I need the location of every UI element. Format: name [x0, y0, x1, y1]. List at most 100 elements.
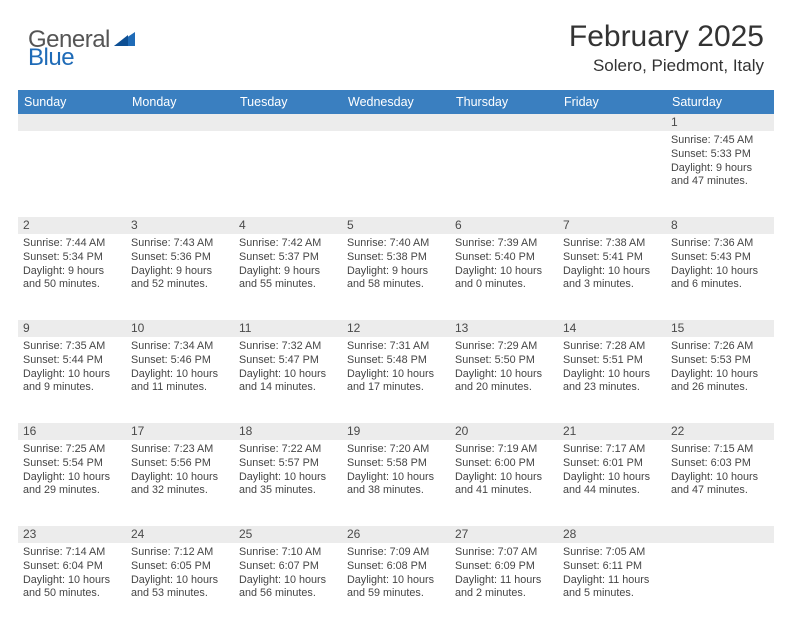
sunrise-line: Sunrise: 7:14 AM — [23, 546, 121, 560]
daylight-line: Daylight: 9 hours — [131, 265, 229, 279]
day-cell: Sunrise: 7:22 AMSunset: 5:57 PMDaylight:… — [234, 440, 342, 526]
daylight-line: Daylight: 10 hours — [455, 471, 553, 485]
daylight-line: and 50 minutes. — [23, 278, 121, 292]
daylight-line: Daylight: 9 hours — [23, 265, 121, 279]
day-cell — [342, 131, 450, 217]
sunset-line: Sunset: 5:37 PM — [239, 251, 337, 265]
sunset-line: Sunset: 6:00 PM — [455, 457, 553, 471]
sunrise-line: Sunrise: 7:42 AM — [239, 237, 337, 251]
daylight-line: Daylight: 10 hours — [23, 368, 121, 382]
day-number: 6 — [450, 217, 558, 234]
day-cell: Sunrise: 7:15 AMSunset: 6:03 PMDaylight:… — [666, 440, 774, 526]
calendar-table: Sunday Monday Tuesday Wednesday Thursday… — [18, 90, 774, 629]
logo-mark-icon — [114, 29, 136, 52]
daylight-line: and 9 minutes. — [23, 381, 121, 395]
week-row: Sunrise: 7:35 AMSunset: 5:44 PMDaylight:… — [18, 337, 774, 423]
day-number: 18 — [234, 423, 342, 440]
sunset-line: Sunset: 5:56 PM — [131, 457, 229, 471]
day-cell: Sunrise: 7:25 AMSunset: 5:54 PMDaylight:… — [18, 440, 126, 526]
day-cell — [126, 131, 234, 217]
sunset-line: Sunset: 5:51 PM — [563, 354, 661, 368]
sunset-line: Sunset: 5:47 PM — [239, 354, 337, 368]
sunset-line: Sunset: 5:33 PM — [671, 148, 769, 162]
week-row: Sunrise: 7:14 AMSunset: 6:04 PMDaylight:… — [18, 543, 774, 629]
dow-friday: Friday — [558, 90, 666, 114]
daylight-line: and 56 minutes. — [239, 587, 337, 601]
day-number: 1 — [666, 114, 774, 131]
day-cell — [558, 131, 666, 217]
sunset-line: Sunset: 5:53 PM — [671, 354, 769, 368]
day-cell: Sunrise: 7:45 AMSunset: 5:33 PMDaylight:… — [666, 131, 774, 217]
daylight-line: Daylight: 10 hours — [347, 368, 445, 382]
week-row: Sunrise: 7:44 AMSunset: 5:34 PMDaylight:… — [18, 234, 774, 320]
day-cell: Sunrise: 7:35 AMSunset: 5:44 PMDaylight:… — [18, 337, 126, 423]
sunrise-line: Sunrise: 7:34 AM — [131, 340, 229, 354]
day-number: 12 — [342, 320, 450, 337]
daylight-line: Daylight: 10 hours — [131, 574, 229, 588]
day-cell: Sunrise: 7:29 AMSunset: 5:50 PMDaylight:… — [450, 337, 558, 423]
daylight-line: and 23 minutes. — [563, 381, 661, 395]
day-cell: Sunrise: 7:20 AMSunset: 5:58 PMDaylight:… — [342, 440, 450, 526]
day-number: 9 — [18, 320, 126, 337]
day-cell: Sunrise: 7:44 AMSunset: 5:34 PMDaylight:… — [18, 234, 126, 320]
day-cell: Sunrise: 7:28 AMSunset: 5:51 PMDaylight:… — [558, 337, 666, 423]
sunset-line: Sunset: 5:40 PM — [455, 251, 553, 265]
day-number: 16 — [18, 423, 126, 440]
daylight-line: and 55 minutes. — [239, 278, 337, 292]
daylight-line: Daylight: 10 hours — [347, 471, 445, 485]
sunset-line: Sunset: 5:38 PM — [347, 251, 445, 265]
daylight-line: and 26 minutes. — [671, 381, 769, 395]
day-cell — [450, 131, 558, 217]
dow-monday: Monday — [126, 90, 234, 114]
day-number: 22 — [666, 423, 774, 440]
sunrise-line: Sunrise: 7:10 AM — [239, 546, 337, 560]
sunset-line: Sunset: 6:01 PM — [563, 457, 661, 471]
daylight-line: and 38 minutes. — [347, 484, 445, 498]
daylight-line: Daylight: 9 hours — [239, 265, 337, 279]
sunrise-line: Sunrise: 7:26 AM — [671, 340, 769, 354]
daylight-line: Daylight: 10 hours — [455, 368, 553, 382]
day-number — [342, 114, 450, 131]
sunrise-line: Sunrise: 7:40 AM — [347, 237, 445, 251]
daylight-line: and 53 minutes. — [131, 587, 229, 601]
location-label: Solero, Piedmont, Italy — [569, 56, 764, 76]
day-cell: Sunrise: 7:31 AMSunset: 5:48 PMDaylight:… — [342, 337, 450, 423]
sunrise-line: Sunrise: 7:05 AM — [563, 546, 661, 560]
sunset-line: Sunset: 6:05 PM — [131, 560, 229, 574]
daylight-line: Daylight: 9 hours — [671, 162, 769, 176]
day-number — [234, 114, 342, 131]
day-cell: Sunrise: 7:19 AMSunset: 6:00 PMDaylight:… — [450, 440, 558, 526]
day-cell: Sunrise: 7:26 AMSunset: 5:53 PMDaylight:… — [666, 337, 774, 423]
daylight-line: Daylight: 11 hours — [455, 574, 553, 588]
day-number — [126, 114, 234, 131]
sunset-line: Sunset: 5:46 PM — [131, 354, 229, 368]
sunrise-line: Sunrise: 7:32 AM — [239, 340, 337, 354]
day-cell: Sunrise: 7:32 AMSunset: 5:47 PMDaylight:… — [234, 337, 342, 423]
sunset-line: Sunset: 5:58 PM — [347, 457, 445, 471]
sunrise-line: Sunrise: 7:17 AM — [563, 443, 661, 457]
day-number — [558, 114, 666, 131]
sunset-line: Sunset: 5:36 PM — [131, 251, 229, 265]
daynum-row: 16171819202122 — [18, 423, 774, 440]
daylight-line: and 3 minutes. — [563, 278, 661, 292]
daylight-line: and 50 minutes. — [23, 587, 121, 601]
daylight-line: Daylight: 10 hours — [131, 368, 229, 382]
daynum-row: 9101112131415 — [18, 320, 774, 337]
sunrise-line: Sunrise: 7:20 AM — [347, 443, 445, 457]
sunset-line: Sunset: 6:09 PM — [455, 560, 553, 574]
sunset-line: Sunset: 5:43 PM — [671, 251, 769, 265]
sunrise-line: Sunrise: 7:12 AM — [131, 546, 229, 560]
day-cell: Sunrise: 7:09 AMSunset: 6:08 PMDaylight:… — [342, 543, 450, 629]
daynum-row: 1 — [18, 114, 774, 131]
sunrise-line: Sunrise: 7:19 AM — [455, 443, 553, 457]
day-cell — [666, 543, 774, 629]
sunrise-line: Sunrise: 7:43 AM — [131, 237, 229, 251]
daylight-line: and 47 minutes. — [671, 484, 769, 498]
sunset-line: Sunset: 6:03 PM — [671, 457, 769, 471]
day-cell — [18, 131, 126, 217]
daylight-line: and 17 minutes. — [347, 381, 445, 395]
sunrise-line: Sunrise: 7:25 AM — [23, 443, 121, 457]
day-cell: Sunrise: 7:43 AMSunset: 5:36 PMDaylight:… — [126, 234, 234, 320]
dow-wednesday: Wednesday — [342, 90, 450, 114]
day-number: 10 — [126, 320, 234, 337]
